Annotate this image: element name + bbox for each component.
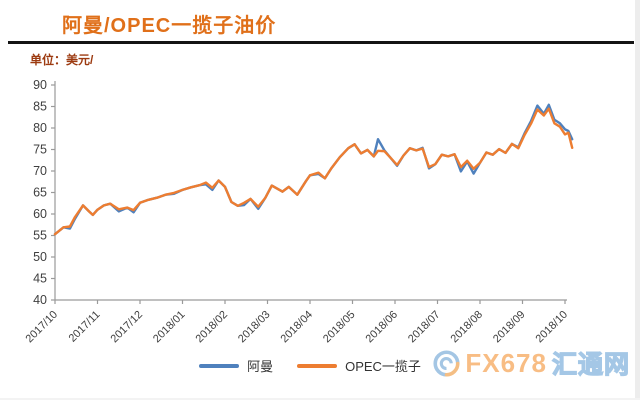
svg-text:45: 45 [33,272,47,286]
page-edge-right [635,0,640,400]
opec-line-swatch [297,363,338,368]
svg-text:40: 40 [33,293,47,307]
legend-label-opec: OPEC一揽子 [345,359,421,374]
svg-text:2018/10: 2018/10 [534,309,571,346]
axes [51,81,567,304]
svg-text:2018/09: 2018/09 [491,309,528,346]
series-line-0 [53,103,574,236]
svg-text:2017/12: 2017/12 [109,309,146,346]
svg-text:2018/08: 2018/08 [449,309,486,346]
legend-label-oman: 阿曼 [247,359,274,374]
svg-text:90: 90 [33,78,47,92]
header-rule [8,41,634,44]
svg-text:55: 55 [33,229,47,243]
svg-text:2017/10: 2017/10 [24,309,61,346]
fx678-logo-icon [433,349,460,377]
svg-text:2018/07: 2018/07 [406,309,443,346]
svg-text:2018/03: 2018/03 [236,309,273,346]
series-line-1 [53,107,574,236]
svg-text:70: 70 [33,164,47,178]
oman-line-swatch [199,363,240,368]
svg-text:2018/05: 2018/05 [321,309,358,346]
svg-text:2018/06: 2018/06 [364,309,401,346]
watermark-site: 汇通网 [551,350,630,379]
chart-legend: 阿曼 OPEC一揽子 [0,356,620,375]
svg-text:2018/01: 2018/01 [151,309,188,346]
watermark-brand: FX678 [465,347,547,378]
svg-text:50: 50 [33,250,47,264]
svg-text:85: 85 [33,100,47,114]
watermark: FX678 汇通网 [433,345,630,381]
svg-text:75: 75 [33,143,47,157]
legend-item-opec: OPEC一揽子 [297,356,421,375]
svg-text:65: 65 [33,186,47,200]
chart-title: 阿曼/OPEC一揽子油价 [62,15,277,37]
svg-text:60: 60 [33,207,47,221]
svg-text:2018/02: 2018/02 [194,309,231,346]
svg-text:2018/04: 2018/04 [279,309,316,346]
page-edge-bottom [0,398,640,400]
svg-text:2017/11: 2017/11 [67,309,103,345]
legend-item-oman: 阿曼 [199,356,273,375]
svg-text:80: 80 [33,121,47,135]
unit-label: 单位：美元/ [30,53,94,67]
